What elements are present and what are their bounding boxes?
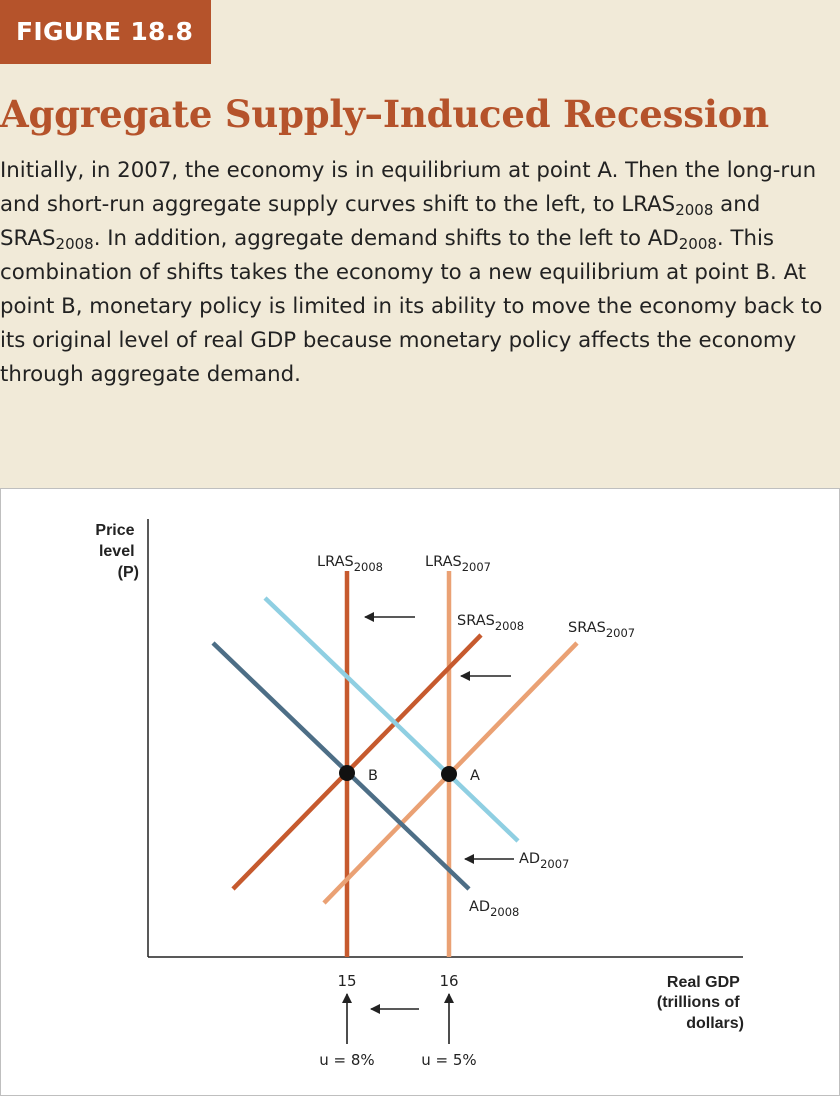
x-axis-label: Real GDP (trillions of dollars) — [657, 974, 744, 1032]
caption-text: and — [713, 192, 761, 217]
diagram-panel: Price level (P) Real GDP (trillions of d… — [0, 488, 840, 1096]
lras-2008-label: LRAS2008 — [317, 554, 383, 574]
unemployment-label-left: u = 8% — [319, 1051, 374, 1069]
caption-text: . This combination of shifts takes the e… — [0, 226, 823, 387]
caption-text: . In addition, aggregate demand shifts t… — [93, 226, 648, 251]
figure-caption: Initially, in 2007, the economy is in eq… — [0, 154, 836, 392]
lras-2007-label: LRAS2007 — [425, 554, 491, 574]
x-tick-label-16: 16 — [439, 972, 458, 990]
sras-2007-label: SRAS2007 — [568, 620, 635, 640]
point-a-label: A — [470, 768, 480, 784]
as-ad-diagram: Price level (P) Real GDP (trillions of d… — [95, 519, 744, 1069]
point-b-label: B — [368, 768, 378, 784]
y-axis-label: Price level (P) — [95, 522, 139, 581]
sras-2008-curve — [231, 633, 483, 891]
caption-text: Initially, in 2007, the economy is in eq… — [0, 158, 817, 217]
figure-title: Aggregate Supply–Induced Recession — [0, 92, 769, 136]
ad-2007-label: AD2007 — [519, 851, 569, 871]
caption-lras-term: LRAS2008 — [621, 192, 714, 219]
unemployment-label-right: u = 5% — [421, 1051, 476, 1069]
ad-2008-curve — [211, 641, 471, 891]
caption-sras-term: SRAS2008 — [0, 226, 94, 253]
point-a-marker — [441, 766, 457, 782]
x-tick-label-15: 15 — [337, 972, 356, 990]
point-b-marker — [339, 765, 355, 781]
figure-number-badge: FIGURE 18.8 — [0, 0, 211, 64]
sras-2008-label: SRAS2008 — [457, 613, 524, 633]
caption-ad-term: AD2008 — [647, 226, 717, 253]
ad-2008-label: AD2008 — [469, 899, 519, 919]
ad-2007-curve — [263, 596, 520, 843]
